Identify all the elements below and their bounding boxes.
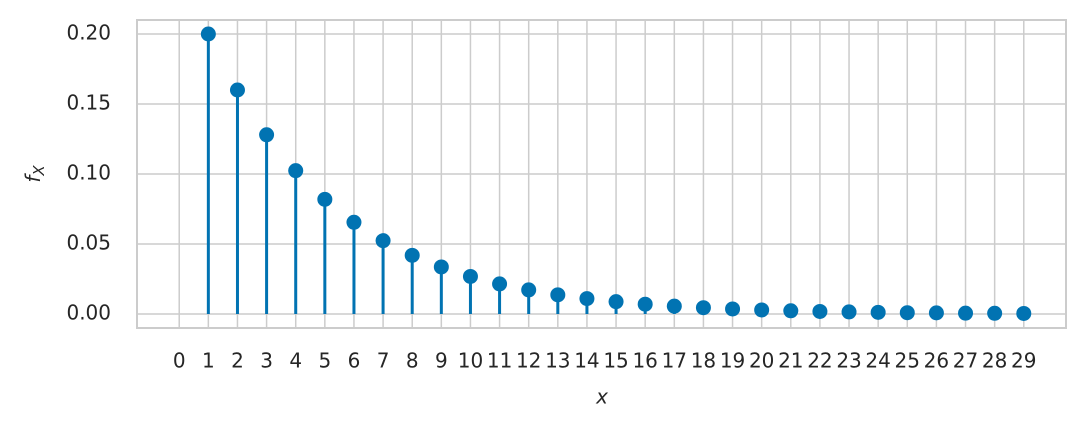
y-tick-label: 0.05 bbox=[66, 231, 111, 255]
stem-marker bbox=[725, 301, 741, 317]
stem-marker bbox=[870, 304, 886, 320]
y-tick-label: 0.10 bbox=[66, 161, 111, 185]
stem-marker bbox=[958, 305, 974, 321]
y-tick-label: 0.20 bbox=[66, 21, 111, 45]
x-tick-label: 22 bbox=[807, 349, 832, 373]
stem-marker bbox=[200, 26, 216, 42]
x-tick-label: 19 bbox=[720, 349, 745, 373]
x-tick-label: 24 bbox=[865, 349, 890, 373]
stem-marker bbox=[841, 304, 857, 320]
y-axis-label: fX bbox=[21, 165, 48, 183]
stem-marker bbox=[462, 268, 478, 284]
stem-marker bbox=[550, 287, 566, 303]
stem-marker bbox=[288, 163, 304, 179]
x-tick-label: 3 bbox=[260, 349, 273, 373]
stem-marker bbox=[608, 294, 624, 310]
x-tick-label: 8 bbox=[406, 349, 419, 373]
stem-marker bbox=[928, 305, 944, 321]
x-tick-label: 5 bbox=[318, 349, 331, 373]
x-tick-label: 0 bbox=[173, 349, 186, 373]
stem-marker bbox=[987, 305, 1003, 321]
stem-marker bbox=[521, 282, 537, 298]
y-tick-label: 0.15 bbox=[66, 91, 111, 115]
x-tick-label: 26 bbox=[924, 349, 949, 373]
x-tick-label: 28 bbox=[982, 349, 1007, 373]
x-tick-label: 25 bbox=[895, 349, 920, 373]
stem-marker bbox=[579, 291, 595, 307]
plot-frame bbox=[136, 19, 1067, 329]
x-tick-label: 29 bbox=[1011, 349, 1036, 373]
stem-marker bbox=[346, 214, 362, 230]
x-tick-label: 1 bbox=[202, 349, 215, 373]
stem-marker bbox=[812, 303, 828, 319]
x-tick-label: 13 bbox=[545, 349, 570, 373]
x-tick-label: 11 bbox=[487, 349, 512, 373]
stem-marker bbox=[433, 259, 449, 275]
x-tick-label: 17 bbox=[662, 349, 687, 373]
stem-marker bbox=[404, 247, 420, 263]
x-tick-label: 21 bbox=[778, 349, 803, 373]
x-tick-label: 10 bbox=[458, 349, 483, 373]
x-tick-label: 12 bbox=[516, 349, 541, 373]
x-tick-label: 15 bbox=[603, 349, 628, 373]
stem-marker bbox=[666, 298, 682, 314]
x-tick-label: 18 bbox=[691, 349, 716, 373]
x-tick-label: 7 bbox=[377, 349, 390, 373]
y-axis-label-main: f bbox=[21, 173, 45, 183]
stem-marker bbox=[317, 191, 333, 207]
stem-marker bbox=[1016, 305, 1032, 321]
x-tick-label: 27 bbox=[953, 349, 978, 373]
x-tick-label: 4 bbox=[289, 349, 302, 373]
stem-marker bbox=[375, 233, 391, 249]
stem-marker bbox=[259, 127, 275, 143]
x-tick-label: 9 bbox=[435, 349, 448, 373]
x-tick-label: 20 bbox=[749, 349, 774, 373]
stem-marker bbox=[899, 305, 915, 321]
stem-marker bbox=[492, 276, 508, 292]
x-axis-label: x bbox=[595, 385, 608, 409]
stem-marker bbox=[783, 303, 799, 319]
stem-marker bbox=[695, 300, 711, 316]
x-tick-label: 2 bbox=[231, 349, 244, 373]
x-tick-label: 14 bbox=[574, 349, 599, 373]
stem-marker bbox=[637, 296, 653, 312]
x-tick-label: 6 bbox=[348, 349, 361, 373]
x-tick-label: 16 bbox=[632, 349, 657, 373]
y-tick-label: 0.00 bbox=[66, 301, 111, 325]
stem-marker bbox=[229, 82, 245, 98]
stem-marker bbox=[754, 302, 770, 318]
y-axis-label-sub: X bbox=[30, 165, 48, 177]
x-tick-label: 23 bbox=[836, 349, 861, 373]
